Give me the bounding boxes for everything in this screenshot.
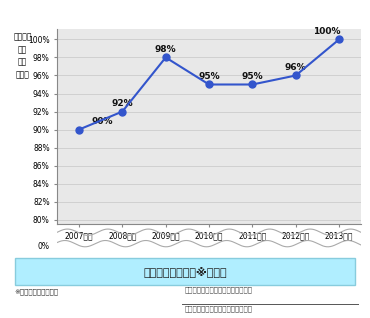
Text: ※エコ商品開発比率＝: ※エコ商品開発比率＝ [14,289,59,295]
Text: 98%: 98% [155,45,176,54]
Text: エコ商品開発比率※の推移: エコ商品開発比率※の推移 [143,266,227,277]
Text: 0%: 0% [38,242,50,251]
Text: 95%: 95% [198,72,220,81]
FancyBboxPatch shape [15,258,355,285]
Y-axis label: エコ商品
開発
比率
（％）: エコ商品 開発 比率 （％） [13,32,32,79]
Text: 90%: 90% [91,117,112,127]
Text: 92%: 92% [111,99,133,108]
Text: 95%: 95% [242,72,263,81]
Text: 96%: 96% [285,63,307,72]
Text: 当該年度のエコ商品開発件数（件）: 当該年度のエコ商品開発件数（件） [185,286,253,293]
Text: 当該年度の新規開発商品合計（件）: 当該年度の新規開発商品合計（件） [185,305,253,312]
Text: 100%: 100% [313,27,341,36]
